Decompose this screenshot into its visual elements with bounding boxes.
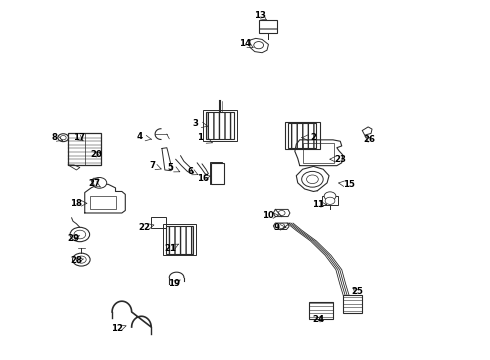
Bar — [285, 122, 320, 149]
Text: 21: 21 — [165, 244, 177, 253]
Bar — [343, 295, 362, 314]
Text: 4: 4 — [137, 132, 143, 141]
Text: 12: 12 — [111, 324, 123, 333]
Text: 6: 6 — [187, 167, 193, 176]
Bar — [68, 134, 101, 165]
Text: 27: 27 — [89, 179, 100, 188]
Circle shape — [73, 253, 90, 266]
Text: 22: 22 — [139, 223, 151, 232]
Circle shape — [324, 192, 336, 201]
Circle shape — [278, 224, 285, 228]
Text: 7: 7 — [149, 161, 155, 170]
Bar — [310, 302, 333, 319]
Text: 14: 14 — [239, 39, 251, 48]
Text: 20: 20 — [90, 150, 102, 159]
Text: 18: 18 — [71, 199, 82, 208]
Text: 15: 15 — [343, 180, 355, 189]
Bar — [322, 196, 338, 205]
Circle shape — [74, 230, 86, 239]
Text: 3: 3 — [192, 119, 198, 128]
Bar — [259, 21, 277, 33]
Circle shape — [302, 171, 323, 187]
Text: 16: 16 — [197, 174, 209, 183]
Circle shape — [254, 41, 264, 49]
Text: 24: 24 — [312, 315, 324, 324]
Circle shape — [325, 197, 335, 204]
Bar — [203, 110, 237, 140]
Text: 23: 23 — [334, 155, 346, 164]
Text: 1: 1 — [197, 133, 203, 142]
Text: 25: 25 — [351, 287, 363, 296]
Circle shape — [278, 211, 285, 216]
Circle shape — [70, 227, 90, 242]
Bar — [151, 217, 166, 228]
Bar — [166, 226, 193, 253]
Bar — [90, 196, 117, 210]
Text: 2: 2 — [310, 133, 317, 142]
Text: 9: 9 — [274, 223, 280, 232]
Bar — [210, 162, 222, 184]
Bar — [288, 123, 317, 148]
Circle shape — [307, 175, 318, 184]
Text: 19: 19 — [168, 279, 180, 288]
Text: 5: 5 — [168, 163, 173, 172]
Text: 11: 11 — [312, 200, 324, 209]
Text: 13: 13 — [254, 10, 266, 19]
Text: 28: 28 — [71, 256, 82, 265]
Text: 8: 8 — [51, 133, 57, 142]
Bar — [211, 163, 224, 184]
Text: 10: 10 — [263, 211, 274, 220]
Text: 26: 26 — [364, 135, 376, 144]
Text: 17: 17 — [73, 133, 85, 142]
Circle shape — [60, 135, 66, 140]
Bar — [206, 112, 234, 139]
Circle shape — [58, 134, 69, 141]
Bar — [163, 224, 196, 255]
Circle shape — [76, 256, 86, 263]
Text: 29: 29 — [67, 234, 79, 243]
Bar — [303, 143, 334, 163]
Circle shape — [92, 177, 107, 188]
